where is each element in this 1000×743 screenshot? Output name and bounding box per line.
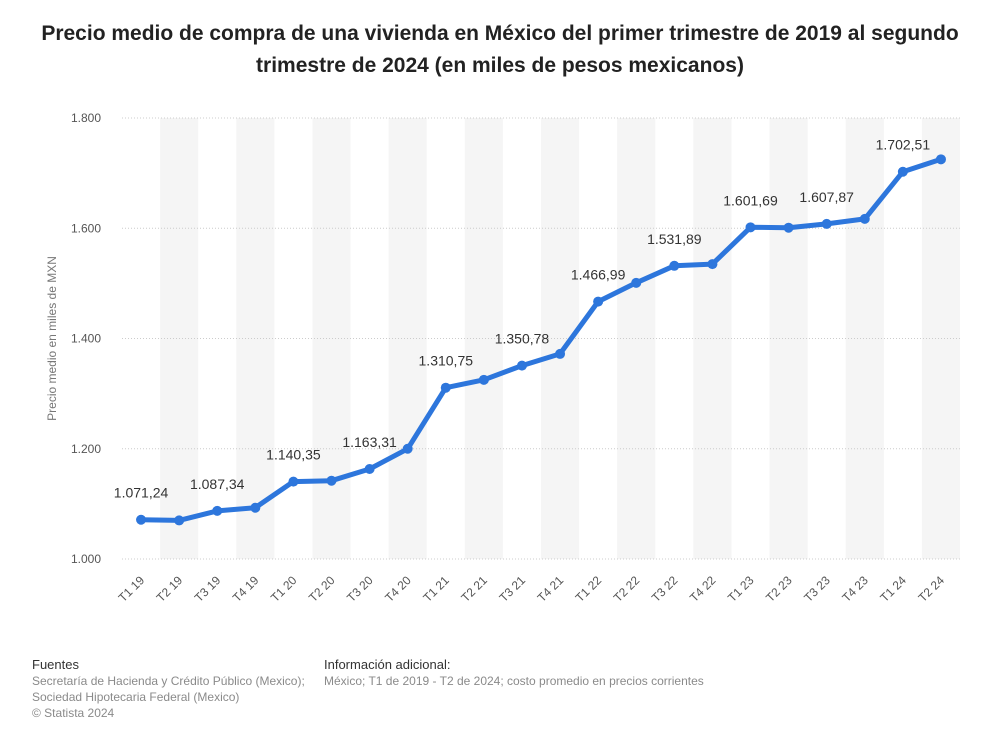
y-tick-label: 1.000 (71, 552, 101, 566)
data-point[interactable] (212, 505, 223, 516)
x-tick-label: T1 19 (116, 573, 148, 605)
sources-block: Fuentes Secretaría de Hacienda y Crédito… (32, 657, 305, 721)
x-tick-label: T4 23 (839, 573, 871, 605)
column-band (921, 118, 960, 559)
x-tick-label: T2 21 (458, 573, 490, 605)
data-point[interactable] (478, 374, 489, 385)
x-tick-label: T1 24 (877, 573, 909, 605)
data-label: 1.163,31 (342, 434, 397, 450)
x-tick-label: T4 20 (382, 573, 414, 605)
data-point[interactable] (593, 296, 604, 307)
data-point[interactable] (555, 348, 566, 359)
data-label: 1.607,87 (799, 189, 854, 205)
additional-info-block: Información adicional: México; T1 de 201… (324, 657, 704, 689)
data-label: 1.466,99 (571, 267, 626, 283)
data-point[interactable] (783, 222, 794, 233)
source-link-1[interactable]: Secretaría de Hacienda y Crédito Público… (32, 674, 305, 688)
data-label: 1.702,51 (876, 137, 931, 153)
x-tick-label: T2 23 (763, 573, 795, 605)
series-line (138, 156, 944, 523)
data-point[interactable] (326, 475, 337, 486)
x-tick-label: T2 24 (915, 573, 947, 605)
data-point[interactable] (669, 260, 680, 271)
chart-title: Precio medio de compra de una vivienda e… (41, 22, 959, 77)
column-band (845, 118, 884, 559)
y-axis-label: Precio medio en miles de MXN (45, 256, 59, 421)
data-point[interactable] (897, 166, 908, 177)
y-axis: 1.000 1.200 1.400 1.600 1.800 (71, 111, 101, 566)
x-tick-label: T2 22 (611, 573, 643, 605)
line-chart: 1.000 1.200 1.400 1.600 1.800 T1 19 T2 19 T3 1… (45, 111, 960, 605)
x-tick-label: T3 20 (344, 573, 376, 605)
data-label: 1.087,34 (190, 476, 245, 492)
column-band (236, 118, 275, 559)
data-point[interactable] (745, 222, 756, 233)
y-tick-label: 1.600 (71, 221, 101, 235)
data-label: 1.310,75 (419, 353, 474, 369)
data-point[interactable] (516, 360, 527, 371)
data-label: 1.140,35 (266, 447, 321, 463)
column-band (617, 118, 656, 559)
x-tick-label: T3 19 (192, 573, 224, 605)
info-text: México; T1 de 2019 - T2 de 2024; costo p… (324, 674, 704, 688)
data-point[interactable] (821, 218, 832, 229)
x-tick-label: T3 21 (496, 573, 528, 605)
x-tick-label: T1 23 (725, 573, 757, 605)
data-label: 1.601,69 (723, 192, 778, 208)
y-tick-label: 1.200 (71, 442, 101, 456)
x-axis: T1 19 T2 19 T3 19 T4 19 T1 20 T2 20 T3 20 T4 20… (116, 573, 948, 605)
x-tick-label: T4 22 (687, 573, 719, 605)
x-tick-label: T3 22 (649, 573, 681, 605)
copyright: © Statista 2024 (32, 706, 115, 720)
data-point[interactable] (288, 476, 299, 487)
data-point[interactable] (364, 463, 375, 474)
data-point[interactable] (859, 213, 870, 224)
data-point[interactable] (631, 277, 642, 288)
y-tick-label: 1.800 (71, 111, 101, 125)
data-point[interactable] (136, 514, 147, 525)
column-band (464, 118, 503, 559)
data-point[interactable] (402, 443, 413, 454)
data-label: 1.071,24 (114, 485, 169, 501)
data-label: 1.531,89 (647, 231, 702, 247)
data-point[interactable] (935, 154, 946, 165)
source-link-2[interactable]: Sociedad Hipotecaria Federal (Mexico) (32, 690, 240, 704)
x-tick-label: T4 19 (230, 573, 262, 605)
data-point[interactable] (707, 259, 718, 270)
info-heading: Información adicional: (324, 657, 451, 672)
data-point[interactable] (250, 502, 261, 513)
series-layer (138, 156, 944, 523)
x-tick-label: T1 22 (573, 573, 605, 605)
x-tick-label: T3 23 (801, 573, 833, 605)
x-tick-label: T1 21 (420, 573, 452, 605)
x-tick-label: T1 20 (268, 573, 300, 605)
x-tick-label: T4 21 (535, 573, 567, 605)
points-layer (136, 154, 946, 526)
data-label: 1.350,78 (495, 331, 550, 347)
data-point[interactable] (440, 382, 451, 393)
sources-heading: Fuentes (32, 657, 79, 672)
y-tick-label: 1.400 (71, 332, 101, 346)
x-tick-label: T2 19 (154, 573, 186, 605)
data-point[interactable] (174, 515, 185, 526)
data-labels: 1.071,24 1.087,34 1.140,35 1.163,31 1.310,75… (114, 137, 931, 501)
x-tick-label: T2 20 (306, 573, 338, 605)
